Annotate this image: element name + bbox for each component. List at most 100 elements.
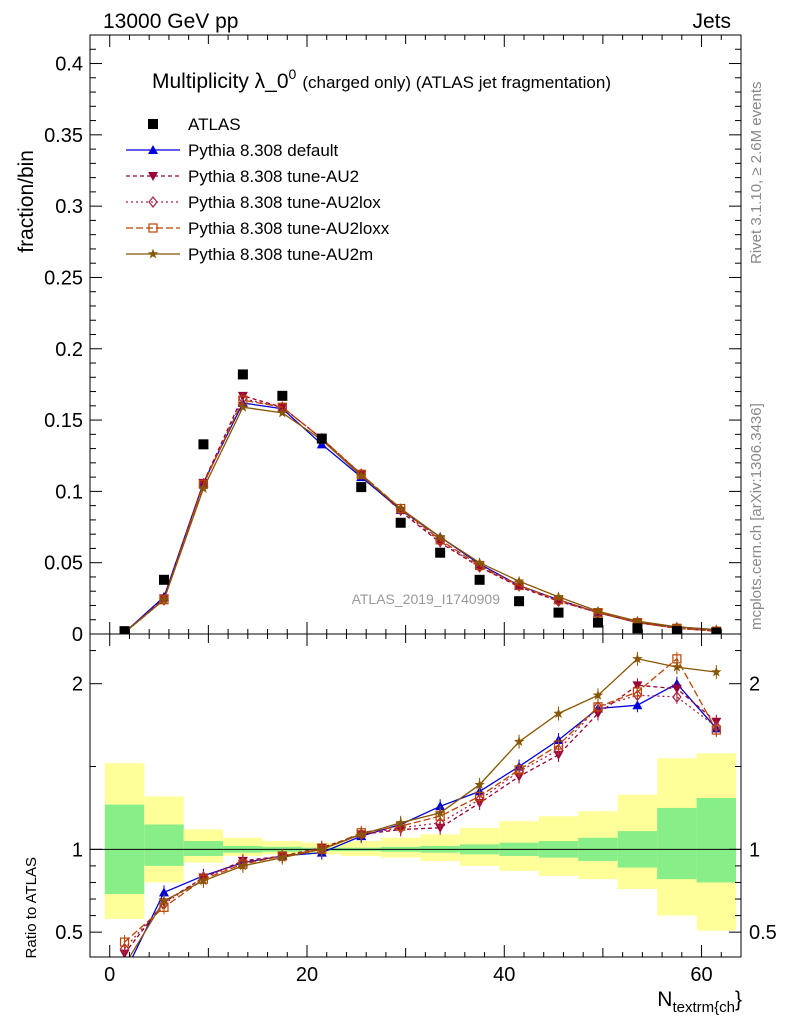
mcplots-label: mcplots.cern.ch [arXiv:1306.3436]: [748, 403, 765, 630]
ratio-point-au2m: [198, 875, 209, 886]
legend-label-default: Pythia 8.308 default: [188, 141, 339, 160]
header-process: 13000 GeV pp: [103, 10, 238, 33]
legend-marker-default: [148, 145, 158, 154]
legend-marker-au2: [148, 172, 158, 181]
main-ytick-label: 0.15: [44, 410, 83, 432]
legend-label-au2m: Pythia 8.308 tune-AU2m: [188, 245, 373, 264]
ratio-xtick-label: 20: [296, 964, 318, 986]
main-ytick-label: 0.35: [44, 125, 83, 147]
ratio-point-au2m: [316, 843, 327, 854]
ratio-plot-area: 0 20 40 60 0.5 0.5 1 1 2 2: [55, 633, 777, 986]
ratio-point-au2lox: [632, 689, 643, 702]
main-title-rest: (charged only) (ATLAS jet fragmentation): [302, 73, 611, 92]
band-inner-bin: [696, 797, 737, 883]
data-point-atlas: [316, 433, 327, 444]
main-point-au2m: [513, 575, 525, 586]
legend-marker-au2m: [147, 248, 159, 259]
ratio-point-au2: [671, 684, 682, 694]
main-point-au2m: [277, 407, 288, 418]
ratio-point-au2lox: [553, 743, 564, 756]
ratio-line-au2loxx: [124, 657, 717, 943]
ratio-point-au2loxx: [119, 937, 130, 947]
ratio-point-au2m: [277, 852, 288, 863]
main-title: Multiplicity λ_00 (charged only) (ATLAS j…: [152, 66, 611, 93]
x-axis-label-sub: textrm{ch: [672, 999, 735, 1016]
main-title-sup: 0: [289, 66, 297, 82]
ratio-uncertainty-bands: [104, 753, 737, 931]
ratio-xtick-label: 40: [493, 964, 515, 986]
ratio-line-default: [131, 682, 717, 957]
data-point-atlas: [514, 596, 525, 607]
ratio-point-au2loxx: [514, 765, 524, 775]
x-axis-label-main: N: [657, 988, 672, 1011]
main-point-au2m: [158, 594, 170, 605]
ratio-ytick-label-right: 2: [749, 674, 760, 696]
ratio-point-au2: [592, 709, 603, 719]
legend-label-data: ATLAS: [188, 115, 241, 134]
data-point-atlas: [356, 482, 367, 493]
ratio-point-au2m: [632, 653, 643, 664]
ratio-point-au2lox: [119, 942, 130, 955]
legend-marker-au2loxx: [148, 223, 158, 233]
legend-label-au2lox: Pythia 8.308 tune-AU2lox: [188, 193, 381, 212]
legend-marker-au2lox: [148, 196, 158, 208]
ratio-line-au2m: [128, 658, 717, 957]
main-line-au2: [124, 395, 717, 634]
ratio-point-default: [120, 969, 130, 978]
main-point-au2m: [395, 503, 406, 513]
ratio-point-default: [632, 700, 643, 710]
ratio-point-au2m: [237, 860, 249, 871]
main-ytick-label: 0.4: [55, 54, 83, 76]
ratio-point-default: [435, 801, 446, 811]
ratio-point-au2loxx: [553, 740, 564, 750]
legend: ATLAS Pythia 8.308 default Pythia 8.308 tu…: [126, 115, 390, 264]
main-point-au2m: [356, 470, 367, 481]
main-point-au2m: [632, 615, 643, 626]
legend-label-au2loxx: Pythia 8.308 tune-AU2loxx: [188, 219, 390, 238]
ratio-point-au2m: [592, 689, 604, 700]
main-point-au2m: [198, 483, 209, 493]
ratio-point-au2m: [474, 779, 485, 790]
main-title-main: Multiplicity λ_0: [152, 70, 289, 93]
ratio-ytick-label-right: 1: [749, 839, 760, 861]
main-plot-area: 0 0.05 0.1 0.15 0.2 0.25 0.3 0.35 0.4: [44, 34, 742, 646]
ratio-point-au2loxx: [593, 702, 603, 712]
data-point-atlas: [474, 574, 485, 585]
main-ytick-label: 0.05: [44, 553, 83, 575]
main-line-au2m: [124, 406, 717, 634]
rivet-label: Rivet 3.1.10, ≥ 2.6M events: [748, 82, 765, 265]
data-point-atlas: [671, 626, 682, 634]
ratio-point-au2m: [513, 736, 525, 747]
ratio-line-au2lox: [124, 694, 717, 950]
ratio-ytick-label: 2: [72, 674, 83, 696]
ratio-point-au2lox: [474, 793, 485, 806]
main-ytick-label: 0.1: [55, 481, 83, 503]
ratio-point-au2m: [671, 661, 683, 672]
main-ylabel: fraction/bin: [15, 150, 38, 253]
ratio-ytick-label: 1: [72, 839, 83, 861]
main-point-au2m: [553, 591, 564, 602]
main-ytick-label: 0.2: [55, 339, 83, 361]
data-point-atlas: [277, 390, 288, 401]
header-category: Jets: [692, 10, 731, 33]
main-ytick-label: 0.3: [55, 196, 83, 218]
legend-marker-data: [148, 119, 158, 129]
ratio-point-au2lox: [672, 690, 682, 703]
ratio-point-au2lox: [435, 816, 445, 829]
ratio-point-au2loxx: [711, 725, 721, 735]
ratio-point-default: [158, 887, 169, 897]
ratio-point-au2m: [119, 960, 130, 970]
main-point-au2m: [474, 557, 485, 568]
ratio-point-au2m: [553, 708, 564, 718]
x-axis-label: Ntextrm{ch}: [657, 988, 742, 1016]
data-point-atlas: [237, 369, 248, 380]
data-point-atlas: [632, 623, 643, 634]
band-inner-bin: [144, 824, 184, 866]
legend-label-au2: Pythia 8.308 tune-AU2: [188, 167, 359, 186]
main-point-au2m: [592, 605, 604, 616]
data-point-atlas: [198, 439, 209, 450]
main-series-group: [119, 369, 722, 634]
data-point-atlas: [711, 627, 722, 634]
band-inner-bin: [657, 807, 697, 880]
